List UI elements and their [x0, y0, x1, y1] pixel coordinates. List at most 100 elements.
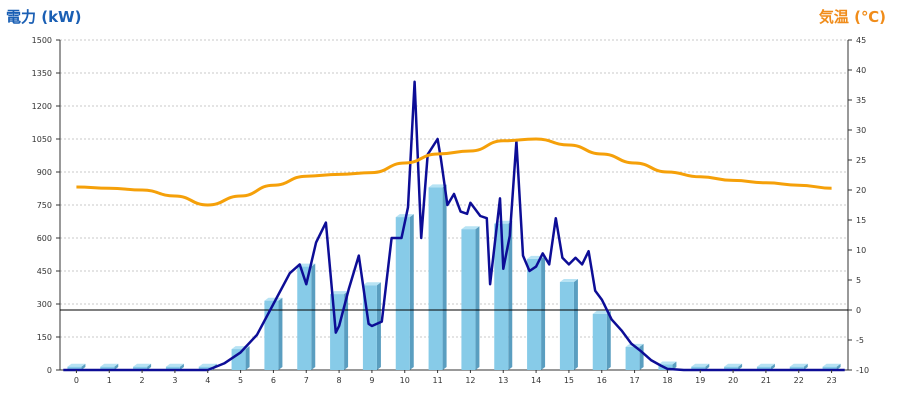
bar-top [165, 363, 184, 367]
x-tick-label: 2 [140, 376, 145, 385]
right-tick-label: 10 [856, 246, 866, 255]
bar-side [672, 361, 677, 370]
bar [231, 349, 246, 370]
bar-top [198, 363, 217, 367]
bar-top [592, 310, 611, 314]
bar-side [147, 363, 152, 370]
bar-side [738, 363, 743, 370]
right-tick-label: 35 [856, 96, 866, 105]
bar-top [395, 214, 414, 218]
bar-top [822, 363, 841, 367]
bar [724, 366, 739, 370]
bar-top [330, 291, 349, 295]
x-tick-label: 16 [597, 376, 607, 385]
right-tick-label: 5 [856, 276, 861, 285]
bar [461, 229, 476, 370]
bar-side [803, 363, 808, 370]
right-tick-label: 20 [856, 186, 866, 195]
bar-side [705, 363, 710, 370]
x-tick-label: 8 [337, 376, 342, 385]
bar-side [442, 184, 447, 370]
bar [756, 366, 771, 370]
bar-side [344, 291, 349, 370]
x-tick-label: 11 [432, 376, 442, 385]
bar [297, 266, 312, 370]
bar-side [508, 220, 513, 370]
bar-top [461, 226, 480, 230]
right-axis-title: 気温 (℃) [818, 8, 886, 26]
left-tick-label: 0 [47, 366, 52, 375]
bar-top [67, 363, 86, 367]
bar [789, 366, 804, 370]
right-tick-label: 0 [856, 306, 861, 315]
bar-top [133, 363, 152, 367]
bar-top [100, 363, 119, 367]
temperature-line [76, 137, 832, 207]
bar [691, 366, 706, 370]
bar-side [114, 363, 119, 370]
bar-side [475, 226, 480, 370]
bar [133, 366, 148, 370]
bar-top [428, 184, 447, 188]
left-axis-title: 電力 (kW) [6, 8, 82, 26]
bar-top [559, 279, 578, 282]
x-tick-label: 14 [531, 376, 541, 385]
bar-side [376, 282, 381, 370]
bar-side [541, 255, 546, 370]
bar-side [836, 363, 841, 370]
x-tick-label: 23 [826, 376, 836, 385]
x-tick-label: 12 [465, 376, 475, 385]
right-tick-label: -5 [856, 336, 864, 345]
bar-top [264, 297, 283, 301]
x-tick-label: 7 [304, 376, 309, 385]
left-tick-label: 150 [37, 333, 52, 342]
x-tick-label: 17 [629, 376, 639, 385]
left-tick-label: 300 [37, 300, 52, 309]
left-tick-label: 1050 [32, 135, 52, 144]
x-tick-label: 9 [369, 376, 374, 385]
bar-top [789, 363, 808, 367]
bar [165, 366, 180, 370]
bar [625, 346, 640, 370]
x-tick-label: 22 [794, 376, 804, 385]
bar [592, 313, 607, 370]
x-tick-label: 18 [662, 376, 672, 385]
x-tick-label: 19 [695, 376, 705, 385]
right-tick-label: 15 [856, 216, 866, 225]
bar [100, 366, 115, 370]
x-tick-label: 5 [238, 376, 243, 385]
bar-side [606, 310, 611, 370]
bar-top [494, 220, 513, 224]
right-tick-label: -10 [856, 366, 869, 375]
bar-top [691, 363, 710, 367]
bar-top [362, 282, 381, 286]
x-tick-label: 0 [74, 376, 79, 385]
left-tick-label: 1350 [32, 69, 52, 78]
x-tick-label: 3 [172, 376, 177, 385]
bar [67, 366, 82, 370]
x-tick-label: 10 [400, 376, 410, 385]
x-tick-label: 4 [205, 376, 210, 385]
left-tick-label: 600 [37, 234, 52, 243]
x-tick-label: 21 [761, 376, 771, 385]
power-line [63, 80, 845, 372]
right-tick-label: 25 [856, 156, 866, 165]
left-tick-label: 1500 [32, 36, 52, 45]
bar-side [179, 363, 184, 370]
bar-side [639, 343, 644, 370]
bar [428, 187, 443, 370]
bar-side [409, 214, 414, 370]
bar-side [245, 346, 250, 370]
bar-side [81, 363, 86, 370]
bar [559, 282, 574, 370]
bar-top [724, 363, 743, 367]
bar [527, 258, 542, 370]
bar [198, 366, 213, 370]
right-tick-label: 40 [856, 66, 866, 75]
bar-side [311, 263, 316, 370]
x-tick-label: 6 [271, 376, 276, 385]
x-tick-label: 20 [728, 376, 738, 385]
bar-side [278, 297, 283, 370]
bar [395, 217, 410, 370]
